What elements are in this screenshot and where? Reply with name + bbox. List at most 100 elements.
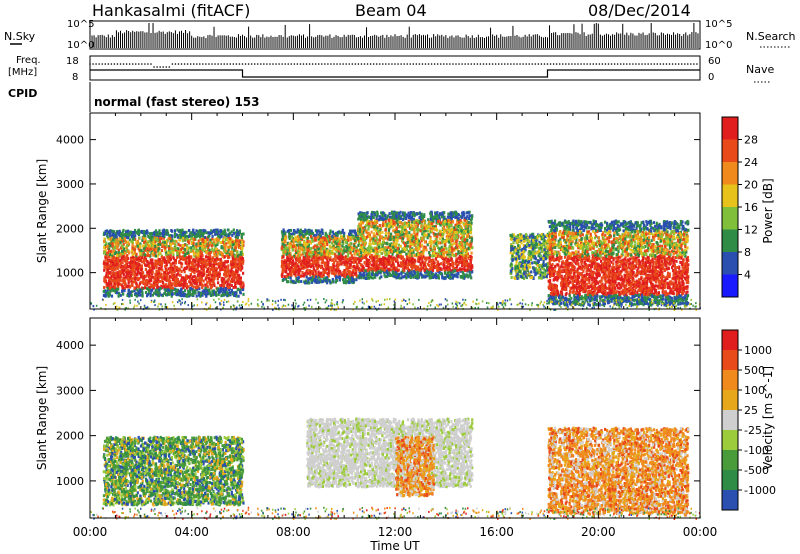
- heatmap-cell: [181, 239, 185, 243]
- heatmap-cell: [182, 276, 185, 280]
- heatmap-cell: [187, 251, 190, 255]
- heatmap-cell: [158, 238, 161, 242]
- heatmap-cell: [155, 232, 158, 236]
- heatmap-cell: [136, 239, 140, 243]
- heatmap-cell: [132, 234, 135, 238]
- heatmap-cell: [124, 251, 127, 255]
- heatmap-cell: [155, 262, 158, 266]
- heatmap-cell: [286, 229, 289, 233]
- freq-point: [616, 63, 619, 65]
- heatmap-cell: [309, 265, 313, 269]
- heatmap-cell: [122, 239, 125, 243]
- heatmap-cell: [215, 237, 218, 241]
- heatmap-cell: [133, 257, 136, 261]
- heatmap-cell: [111, 288, 114, 292]
- heatmap-cell: [152, 232, 155, 235]
- heatmap-cell: [206, 238, 209, 242]
- heatmap-cell: [159, 260, 162, 264]
- heatmap-cell: [188, 246, 191, 250]
- heatmap-cell: [185, 283, 188, 286]
- heatmap-cell: [188, 258, 191, 262]
- heatmap-cell: [179, 268, 182, 272]
- heatmap-cell: [133, 228, 137, 232]
- freq-point: [443, 63, 445, 65]
- heatmap-cell: [169, 266, 172, 270]
- heatmap-cell: [224, 238, 228, 242]
- heatmap-cell: [186, 265, 189, 269]
- heatmap-cell: [126, 243, 129, 247]
- heatmap-cell: [154, 250, 158, 254]
- heatmap-cell: [202, 228, 205, 232]
- heatmap-cell: [115, 235, 118, 239]
- heatmap-cell: [169, 255, 172, 259]
- freq-point: [436, 63, 439, 65]
- heatmap-cell: [189, 281, 192, 285]
- freq-point: [604, 63, 607, 65]
- heatmap-cell: [107, 237, 110, 241]
- heatmap-cell: [143, 240, 146, 244]
- heatmap-cell: [155, 259, 158, 263]
- heatmap-cell: [227, 247, 230, 251]
- heatmap-cell: [192, 247, 195, 251]
- heatmap-cell: [187, 285, 190, 289]
- freq-point: [211, 63, 213, 65]
- heatmap-cell: [236, 287, 239, 291]
- heatmap-cell: [179, 235, 182, 239]
- heatmap-cell: [231, 255, 234, 259]
- freq-point: [195, 63, 198, 65]
- heatmap-cell: [230, 252, 233, 256]
- heatmap-cell: [178, 255, 181, 259]
- heatmap-cell: [182, 291, 185, 294]
- freq-point: [574, 63, 576, 65]
- heatmap-cell: [223, 255, 226, 259]
- heatmap-cell: [119, 282, 122, 286]
- heatmap-cell: [220, 294, 223, 298]
- freq-point: [565, 63, 567, 65]
- heatmap-cell: [350, 254, 353, 258]
- heatmap-cell: [216, 254, 219, 258]
- heatmap-cell: [183, 251, 186, 254]
- heatmap-cell: [163, 233, 166, 237]
- heatmap-cell: [397, 243, 400, 247]
- heatmap-cell: [317, 272, 320, 276]
- heatmap-cell: [196, 287, 199, 291]
- heatmap-cell: [192, 293, 195, 297]
- heatmap-cell: [307, 278, 310, 282]
- heatmap-cell: [161, 243, 164, 247]
- heatmap-cell: [191, 287, 194, 291]
- heatmap-cell: [135, 258, 138, 261]
- heatmap-cell: [195, 256, 198, 260]
- heatmap-cell: [173, 232, 176, 236]
- heatmap-cell: [217, 293, 220, 296]
- heatmap-cell: [144, 234, 147, 238]
- freq-point: [217, 63, 219, 65]
- freq-point: [253, 63, 256, 65]
- heatmap-cell: [157, 247, 160, 251]
- heatmap-cell: [199, 253, 202, 257]
- heatmap-cell: [171, 286, 174, 290]
- heatmap-cell: [162, 229, 165, 233]
- heatmap-cell: [327, 263, 330, 267]
- heatmap-cell: [204, 293, 207, 297]
- heatmap-cell: [161, 245, 164, 249]
- heatmap-cell: [222, 268, 225, 271]
- heatmap-cell: [123, 247, 126, 251]
- heatmap-cell: [322, 279, 325, 283]
- heatmap-cell: [185, 235, 188, 238]
- heatmap-cell: [159, 280, 162, 283]
- heatmap-cell: [191, 279, 194, 283]
- heatmap-cell: [198, 271, 201, 275]
- heatmap-cell: [130, 294, 133, 297]
- heatmap-cell: [300, 253, 303, 257]
- freq-point: [138, 63, 140, 65]
- heatmap-cell: [121, 289, 124, 293]
- nave-tick-lo: 0: [708, 72, 714, 83]
- heatmap-cell: [195, 249, 198, 253]
- heatmap-cell: [120, 239, 123, 243]
- heatmap-cell: [209, 278, 212, 282]
- heatmap-cell: [150, 279, 153, 283]
- beam-label: Beam 04: [355, 1, 427, 20]
- heatmap-cell: [115, 241, 118, 245]
- heatmap-cell: [174, 235, 177, 239]
- heatmap-cell: [322, 271, 325, 275]
